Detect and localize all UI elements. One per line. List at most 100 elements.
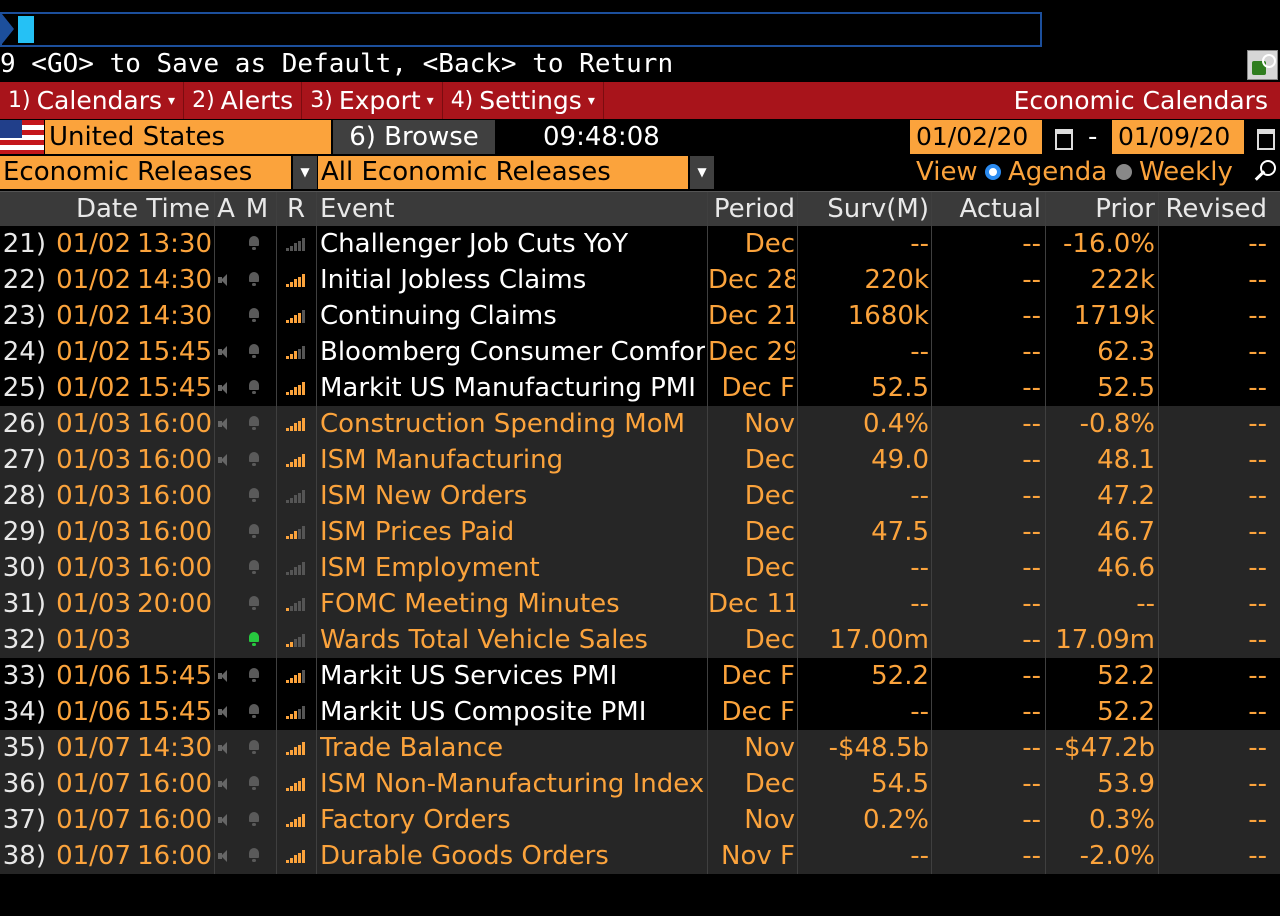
row-event[interactable]: ISM New Orders bbox=[320, 481, 528, 511]
col-period[interactable]: Period bbox=[713, 194, 795, 224]
row-event[interactable]: Challenger Job Cuts YoY bbox=[320, 229, 629, 259]
bell-icon[interactable] bbox=[248, 776, 260, 790]
bell-icon[interactable] bbox=[248, 740, 260, 754]
table-row[interactable]: 36) 01/07 16:00 ISM Non-Manufacturing Index… bbox=[0, 766, 1280, 802]
row-event[interactable]: Initial Jobless Claims bbox=[320, 265, 587, 295]
bell-icon[interactable] bbox=[248, 596, 260, 610]
speaker-icon[interactable] bbox=[218, 706, 228, 718]
browse-button[interactable]: 6) Browse bbox=[333, 120, 495, 154]
speaker-icon[interactable] bbox=[218, 454, 228, 466]
calendar-icon[interactable] bbox=[1052, 124, 1074, 150]
bell-icon[interactable] bbox=[248, 452, 260, 466]
speaker-icon[interactable] bbox=[218, 742, 228, 754]
bell-icon[interactable] bbox=[248, 704, 260, 718]
table-row[interactable]: 38) 01/07 16:00 Durable Goods Orders Nov F --… bbox=[0, 838, 1280, 874]
bell-icon[interactable] bbox=[248, 236, 260, 250]
speaker-icon[interactable] bbox=[218, 850, 228, 862]
table-row[interactable]: 32) 01/03 Wards Total Vehicle Sales Dec 17.0… bbox=[0, 622, 1280, 658]
subcategory-dropdown[interactable]: All Economic Releases bbox=[318, 156, 688, 189]
category-dropdown[interactable]: Economic Releases bbox=[0, 156, 291, 189]
row-event[interactable]: ISM Manufacturing bbox=[320, 445, 564, 475]
col-event[interactable]: Event bbox=[320, 194, 395, 224]
row-period: Nov bbox=[744, 733, 795, 763]
row-event[interactable]: Continuing Claims bbox=[320, 301, 557, 331]
view-agenda-radio[interactable] bbox=[985, 164, 1001, 180]
row-event[interactable]: Bloomberg Consumer Comfort bbox=[320, 337, 705, 367]
row-event[interactable]: Factory Orders bbox=[320, 805, 511, 835]
col-revised[interactable]: Revised bbox=[1165, 194, 1267, 224]
caret-down-icon: ▾ bbox=[426, 92, 434, 109]
table-row[interactable]: 34) 01/06 15:45 Markit US Composite PMI Dec … bbox=[0, 694, 1280, 730]
col-survey[interactable]: Surv(M) bbox=[827, 194, 929, 224]
table-row[interactable]: 29) 01/03 16:00 ISM Prices Paid Dec 47.5 -- 46.… bbox=[0, 514, 1280, 550]
col-relevance[interactable]: R bbox=[286, 194, 306, 224]
table-row[interactable]: 23) 01/02 14:30 Continuing Claims Dec 21 1680… bbox=[0, 298, 1280, 334]
view-weekly-radio[interactable] bbox=[1116, 164, 1132, 180]
menu-calendars[interactable]: 1) Calendars ▾ bbox=[0, 82, 185, 119]
bell-icon[interactable] bbox=[248, 524, 260, 538]
speaker-icon[interactable] bbox=[218, 274, 228, 286]
table-row[interactable]: 28) 01/03 16:00 ISM New Orders Dec -- -- 47.2 -- bbox=[0, 478, 1280, 514]
col-audio[interactable]: A bbox=[217, 194, 235, 224]
col-prior[interactable]: Prior bbox=[1095, 194, 1155, 224]
bell-icon[interactable] bbox=[248, 272, 260, 286]
row-event[interactable]: FOMC Meeting Minutes bbox=[320, 589, 620, 619]
menu-settings[interactable]: 4) Settings ▾ bbox=[443, 82, 604, 119]
table-row[interactable]: 24) 01/02 15:45 Bloomberg Consumer Comfort D… bbox=[0, 334, 1280, 370]
calendar-icon[interactable] bbox=[1254, 124, 1276, 150]
menu-alerts[interactable]: 2) Alerts bbox=[184, 82, 303, 119]
view-weekly-label[interactable]: Weekly bbox=[1139, 157, 1233, 187]
speaker-icon[interactable] bbox=[218, 778, 228, 790]
table-row[interactable]: 27) 01/03 16:00 ISM Manufacturing Dec 49.0 -- 4… bbox=[0, 442, 1280, 478]
bell-icon[interactable] bbox=[248, 668, 260, 682]
start-date-field[interactable]: 01/02/20 bbox=[910, 120, 1042, 154]
bell-icon[interactable] bbox=[248, 812, 260, 826]
table-row[interactable]: 25) 01/02 15:45 Markit US Manufacturing PMI… bbox=[0, 370, 1280, 406]
table-row[interactable]: 35) 01/07 14:30 Trade Balance Nov -$48.5b -- -$… bbox=[0, 730, 1280, 766]
row-event[interactable]: Wards Total Vehicle Sales bbox=[320, 625, 648, 655]
search-icon[interactable] bbox=[1250, 158, 1278, 186]
row-event[interactable]: Markit US Manufacturing PMI bbox=[320, 373, 696, 403]
table-row[interactable]: 26) 01/03 16:00 Construction Spending MoM No… bbox=[0, 406, 1280, 442]
bell-icon[interactable] bbox=[248, 380, 260, 394]
bell-icon[interactable] bbox=[248, 416, 260, 430]
bell-icon[interactable] bbox=[248, 632, 260, 646]
row-survey: -- bbox=[910, 841, 929, 871]
menu-export[interactable]: 3) Export ▾ bbox=[302, 82, 443, 119]
table-row[interactable]: 37) 01/07 16:00 Factory Orders Nov 0.2% -- 0.3%… bbox=[0, 802, 1280, 838]
bell-icon[interactable] bbox=[248, 848, 260, 862]
end-date-field[interactable]: 01/09/20 bbox=[1112, 120, 1244, 154]
row-period: Dec 21 bbox=[708, 301, 795, 331]
row-event[interactable]: ISM Prices Paid bbox=[320, 517, 515, 547]
dropdown-arrow-icon[interactable]: ▼ bbox=[690, 156, 714, 189]
bell-icon[interactable] bbox=[248, 488, 260, 502]
view-agenda-label[interactable]: Agenda bbox=[1008, 157, 1108, 187]
bell-icon[interactable] bbox=[248, 560, 260, 574]
row-event[interactable]: Durable Goods Orders bbox=[320, 841, 609, 871]
country-field[interactable]: United States bbox=[45, 120, 331, 154]
row-event[interactable]: ISM Non-Manufacturing Index bbox=[320, 769, 705, 799]
col-datetime[interactable]: Date Time bbox=[75, 194, 210, 224]
row-event[interactable]: Markit US Composite PMI bbox=[320, 697, 647, 727]
dropdown-arrow-icon[interactable]: ▼ bbox=[293, 156, 317, 189]
row-event[interactable]: Construction Spending MoM bbox=[320, 409, 686, 439]
table-row[interactable]: 22) 01/02 14:30 Initial Jobless Claims Dec 2… bbox=[0, 262, 1280, 298]
table-row[interactable]: 21) 01/02 13:30 Challenger Job Cuts YoY Dec -… bbox=[0, 226, 1280, 262]
bell-icon[interactable] bbox=[248, 308, 260, 322]
table-row[interactable]: 30) 01/03 16:00 ISM Employment Dec -- -- 46.6 -- bbox=[0, 550, 1280, 586]
bell-icon[interactable] bbox=[248, 344, 260, 358]
row-event[interactable]: Markit US Services PMI bbox=[320, 661, 618, 691]
speaker-icon[interactable] bbox=[218, 382, 228, 394]
speaker-icon[interactable] bbox=[218, 346, 228, 358]
row-event[interactable]: Trade Balance bbox=[320, 733, 504, 763]
table-row[interactable]: 33) 01/06 15:45 Markit US Services PMI Dec F… bbox=[0, 658, 1280, 694]
speaker-icon[interactable] bbox=[218, 418, 228, 430]
col-alert[interactable]: M bbox=[245, 194, 269, 224]
row-event[interactable]: ISM Employment bbox=[320, 553, 540, 583]
speaker-icon[interactable] bbox=[218, 670, 228, 682]
col-actual[interactable]: Actual bbox=[959, 194, 1041, 224]
speaker-icon[interactable] bbox=[218, 814, 228, 826]
command-line[interactable] bbox=[0, 12, 1042, 47]
table-row[interactable]: 31) 01/03 20:00 FOMC Meeting Minutes Dec 11 -… bbox=[0, 586, 1280, 622]
export-excel-icon[interactable] bbox=[1247, 50, 1278, 80]
